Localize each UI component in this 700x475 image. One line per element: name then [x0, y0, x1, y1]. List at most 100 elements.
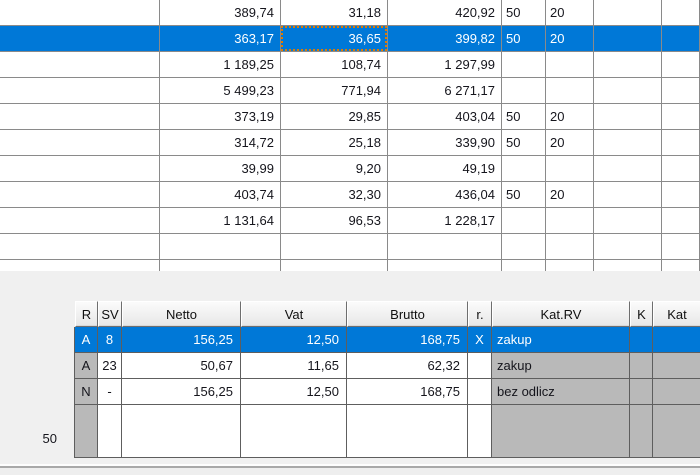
table-cell[interactable] [388, 260, 502, 271]
table-cell[interactable] [594, 26, 662, 51]
table-cell[interactable] [0, 182, 160, 207]
column-header-r[interactable]: R [75, 301, 98, 327]
table-cell[interactable]: 363,17 [160, 26, 281, 51]
column-header-sv[interactable]: SV [98, 301, 122, 327]
table-cell[interactable] [594, 182, 662, 207]
table-cell[interactable]: 29,85 [281, 104, 388, 129]
table-cell[interactable] [0, 130, 160, 155]
table-cell[interactable] [594, 234, 662, 259]
table-cell[interactable] [468, 405, 492, 457]
table-cell[interactable] [0, 104, 160, 129]
table-cell[interactable]: 11,65 [241, 353, 347, 378]
table-cell[interactable] [502, 234, 546, 259]
table-cell[interactable] [630, 327, 653, 352]
table-cell[interactable]: 420,92 [388, 0, 502, 25]
table-cell[interactable]: 50,67 [122, 353, 241, 378]
table-cell[interactable]: N [75, 379, 98, 404]
table-cell[interactable]: 339,90 [388, 130, 502, 155]
table-cell[interactable]: 50 [502, 0, 546, 25]
table-cell[interactable]: 771,94 [281, 78, 388, 103]
table-cell[interactable]: 1 228,17 [388, 208, 502, 233]
table-cell[interactable]: zakup [492, 353, 630, 378]
table-cell[interactable] [0, 234, 160, 259]
table-cell[interactable] [662, 52, 700, 77]
table-cell[interactable] [546, 156, 594, 181]
table-cell[interactable] [630, 405, 653, 457]
table-cell[interactable] [502, 260, 546, 271]
table-cell[interactable]: 20 [546, 182, 594, 207]
table-cell[interactable] [98, 405, 122, 457]
table-cell[interactable]: A [75, 327, 98, 352]
table-cell[interactable]: 373,19 [160, 104, 281, 129]
column-header-r[interactable]: r. [468, 301, 492, 327]
table-cell[interactable]: 12,50 [241, 327, 347, 352]
table-cell[interactable]: 168,75 [347, 379, 468, 404]
table-cell[interactable] [347, 405, 468, 457]
table-cell[interactable] [241, 405, 347, 457]
table-cell[interactable]: 403,74 [160, 182, 281, 207]
table-cell[interactable]: 62,32 [347, 353, 468, 378]
table-cell[interactable] [468, 379, 492, 404]
table-cell[interactable] [662, 156, 700, 181]
table-cell[interactable]: 31,18 [281, 0, 388, 25]
table-cell[interactable] [662, 208, 700, 233]
table-cell[interactable] [594, 130, 662, 155]
table-cell[interactable] [0, 78, 160, 103]
table-cell[interactable] [160, 260, 281, 271]
column-header-brutto[interactable]: Brutto [347, 301, 468, 327]
column-header-vat[interactable]: Vat [241, 301, 347, 327]
table-cell[interactable]: 6 271,17 [388, 78, 502, 103]
table-cell[interactable] [502, 208, 546, 233]
table-cell[interactable] [546, 52, 594, 77]
table-cell[interactable] [594, 104, 662, 129]
table-cell[interactable]: 5 499,23 [160, 78, 281, 103]
table-row[interactable]: N -156,25 12,50 168,75 bez odlicz [75, 379, 700, 405]
table-cell[interactable]: 25,18 [281, 130, 388, 155]
table-cell[interactable] [630, 353, 653, 378]
table-row[interactable]: 403,74 32,30 436,04 50 20 [0, 182, 700, 208]
table-row[interactable] [0, 234, 700, 260]
table-cell[interactable]: 436,04 [388, 182, 502, 207]
table-cell[interactable] [594, 156, 662, 181]
table-cell[interactable] [281, 260, 388, 271]
table-row[interactable]: 1 189,25 108,74 1 297,99 [0, 52, 700, 78]
table-cell[interactable] [662, 234, 700, 259]
table-cell[interactable] [0, 260, 160, 271]
table-cell[interactable]: 50 [502, 104, 546, 129]
table-cell[interactable] [662, 26, 700, 51]
table-cell[interactable] [160, 234, 281, 259]
table-cell[interactable] [662, 0, 700, 25]
column-header-kat[interactable]: Kat [653, 301, 700, 327]
table-row[interactable]: 5 499,23 771,94 6 271,17 [0, 78, 700, 104]
table-cell[interactable] [653, 405, 700, 457]
column-header-kat-rv[interactable]: Kat.RV [492, 301, 630, 327]
table-cell[interactable]: 403,04 [388, 104, 502, 129]
table-row[interactable]: A 23 50,67 11,65 62,32 zakup [75, 353, 700, 379]
table-cell[interactable]: 8 [98, 327, 122, 352]
table-cell[interactable]: 20 [546, 130, 594, 155]
table-cell[interactable] [594, 78, 662, 103]
table-cell[interactable] [388, 234, 502, 259]
table-cell[interactable] [662, 182, 700, 207]
table-cell[interactable] [546, 234, 594, 259]
table-cell[interactable] [546, 260, 594, 271]
table-cell[interactable] [122, 405, 241, 457]
table-cell[interactable] [502, 78, 546, 103]
table-cell[interactable]: 50 [502, 26, 546, 51]
table-cell[interactable] [546, 208, 594, 233]
column-header-k[interactable]: K [630, 301, 653, 327]
table-cell[interactable]: zakup [492, 327, 630, 352]
table-cell[interactable]: 23 [98, 353, 122, 378]
table-cell[interactable] [0, 26, 160, 51]
table-cell[interactable] [662, 104, 700, 129]
table-row[interactable] [75, 405, 700, 458]
table-cell[interactable]: 108,74 [281, 52, 388, 77]
table-cell[interactable]: 1 189,25 [160, 52, 281, 77]
table-cell[interactable] [502, 156, 546, 181]
table-cell[interactable]: 96,53 [281, 208, 388, 233]
focused-cell[interactable]: 36,65 [281, 26, 388, 51]
table-cell[interactable]: 50 [502, 182, 546, 207]
table-cell[interactable]: 20 [546, 0, 594, 25]
table-cell[interactable] [281, 234, 388, 259]
table-row[interactable]: 314,72 25,18 339,90 50 20 [0, 130, 700, 156]
